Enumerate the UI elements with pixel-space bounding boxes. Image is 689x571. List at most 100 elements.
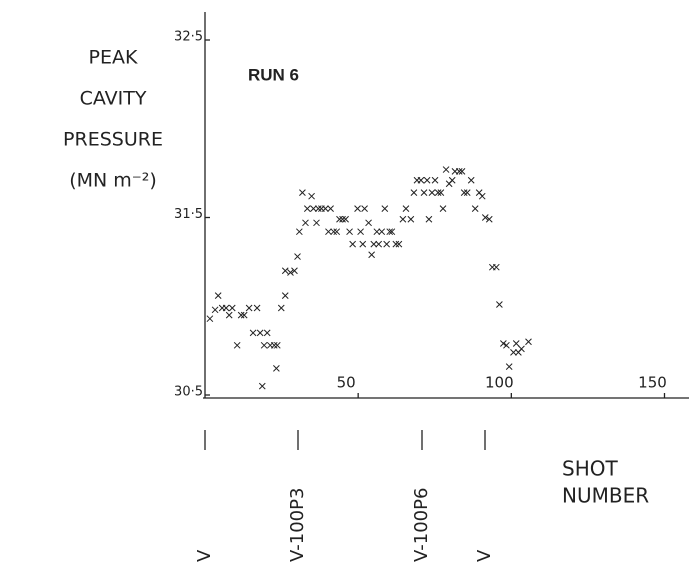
data-point [313,219,320,227]
point-stroke [359,240,367,248]
data-point [370,240,378,248]
data-point [258,382,266,390]
data-point [485,215,493,223]
data-point [308,192,315,200]
data-point [273,341,281,349]
data-point [518,345,525,353]
data-point [478,192,486,200]
point-stroke [258,382,266,390]
point-stroke [249,329,257,337]
point-stroke [253,304,261,312]
point-stroke [460,189,468,197]
y-axis-label: CAVITY [80,88,147,110]
point-stroke [525,338,532,346]
point-stroke [314,205,322,212]
data-point [206,315,214,323]
point-stroke [392,240,400,248]
data-point [237,311,245,319]
point-stroke [302,219,309,227]
point-stroke [510,349,517,356]
point-stroke [448,176,456,184]
point-stroke [263,329,271,337]
data-point [225,311,233,319]
point-stroke [222,304,230,312]
data-point [233,341,241,349]
point-stroke [322,205,329,212]
data-point [395,240,403,248]
point-stroke [395,240,403,248]
data-point [256,329,264,337]
point-stroke [463,189,471,197]
point-stroke [299,189,306,197]
data-point [439,205,447,212]
data-point [407,215,415,223]
data-point [463,189,471,197]
point-stroke [233,341,241,349]
point-stroke [245,304,253,312]
data-point [339,215,346,223]
point-stroke [330,228,338,236]
point-stroke [500,340,507,347]
point-stroke [428,189,436,197]
data-point [496,301,503,308]
point-stroke [211,306,219,314]
point-stroke [420,189,428,197]
point-stroke [378,228,386,236]
point-stroke [434,189,442,197]
data-point [365,219,372,227]
point-stroke [310,205,317,212]
point-stroke [417,176,425,184]
point-stroke [407,215,415,223]
data-point [346,228,353,236]
data-point [428,189,436,197]
point-stroke [442,166,450,173]
point-stroke [496,301,503,308]
data-point [277,304,285,312]
data-point [425,215,433,223]
data-point [460,189,468,197]
point-stroke [370,240,378,248]
data-point [336,215,343,223]
point-stroke [388,228,396,236]
point-stroke [512,340,520,347]
data-point [333,228,341,236]
data-point [281,267,289,275]
data-point [310,205,317,212]
point-stroke [346,228,353,236]
data-point [325,228,332,236]
point-stroke [383,240,391,248]
point-stroke [308,192,315,200]
data-point [327,205,334,212]
data-point [294,253,301,260]
data-point [214,292,222,299]
y-axis-label: PRESSURE [63,129,163,151]
point-stroke [214,292,222,299]
data-point [349,240,357,248]
data-point [291,267,298,275]
data-point [442,166,450,173]
point-stroke [339,215,346,223]
data-point [510,349,517,356]
data-point [431,176,439,184]
y-tick-label: 31·5 [174,207,203,222]
data-point [420,189,428,197]
point-stroke [505,363,513,370]
data-point [386,228,394,236]
point-stroke [281,267,289,275]
point-stroke [354,205,361,212]
point-stroke [399,215,407,223]
data-point [253,304,261,312]
point-stroke [342,215,349,223]
data-point [392,240,400,248]
point-stroke [260,341,268,349]
point-stroke [273,341,281,349]
y-axis-label: (MN m⁻²) [69,170,157,192]
point-stroke [475,189,483,197]
point-stroke [357,228,364,236]
data-point [423,176,431,184]
point-stroke [503,341,510,349]
point-stroke [518,345,525,353]
data-point [383,240,391,248]
point-stroke [368,251,375,259]
point-stroke [270,341,278,349]
